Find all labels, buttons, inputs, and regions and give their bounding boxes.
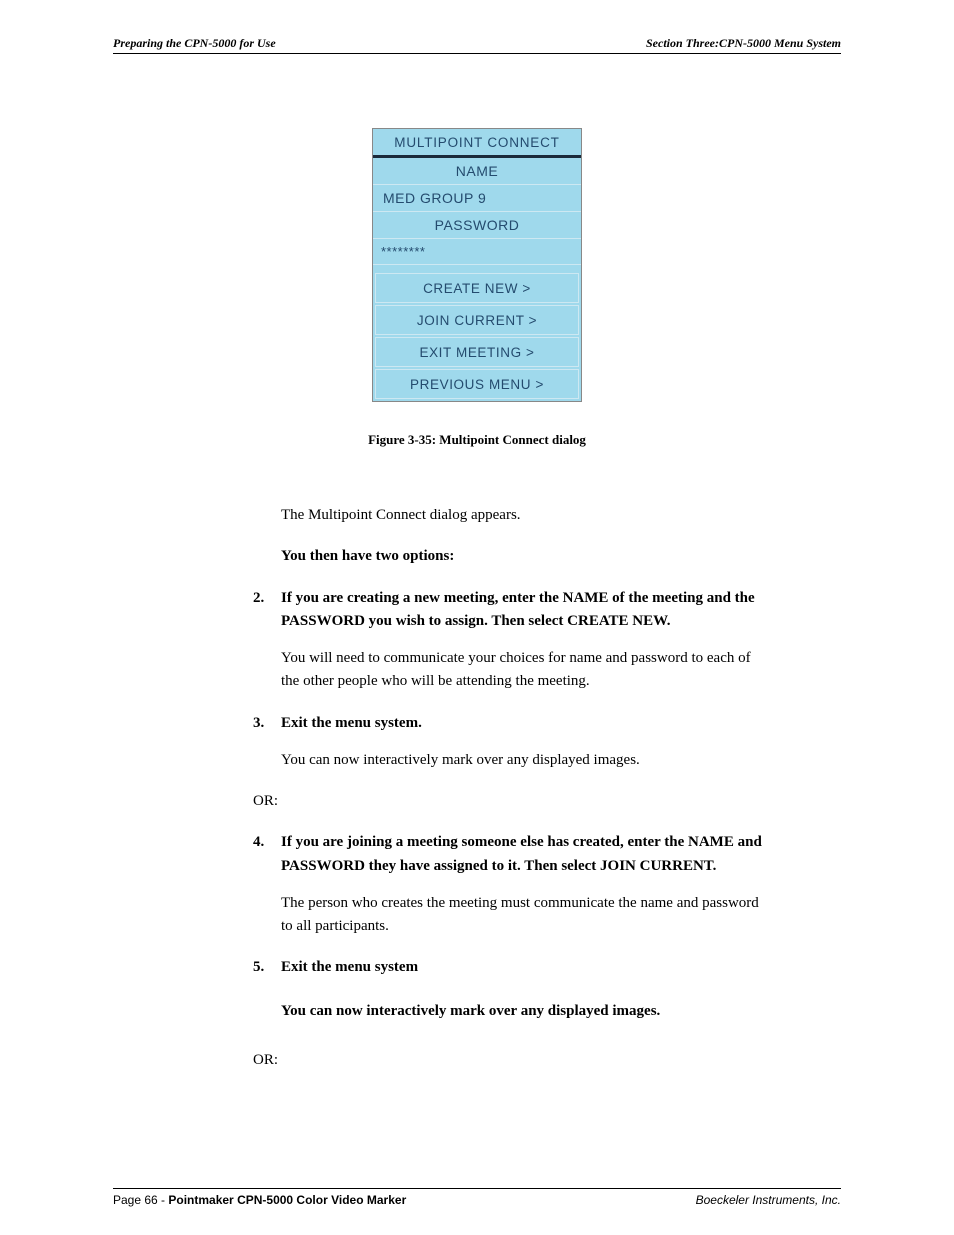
list-item-3: 3. Exit the menu system. [253, 712, 771, 735]
item-2-follow: You will need to communicate your choice… [281, 647, 771, 694]
create-new-button[interactable]: CREATE NEW > [375, 273, 579, 303]
footer-company: Boeckeler Instruments, Inc. [696, 1193, 841, 1207]
password-value[interactable]: ******** [373, 239, 581, 265]
multipoint-connect-dialog: MULTIPOINT CONNECT NAME MED GROUP 9 PASS… [372, 128, 582, 402]
paragraph-final: You can now interactively mark over any … [281, 1000, 771, 1023]
paragraph-intro: The Multipoint Connect dialog appears. [281, 504, 771, 527]
footer-page-title: Pointmaker CPN-5000 Color Video Marker [168, 1193, 406, 1207]
or-separator-1: OR: [253, 790, 771, 813]
password-label: PASSWORD [373, 212, 581, 239]
footer-left: Page 66 - Pointmaker CPN-5000 Color Vide… [113, 1193, 406, 1207]
item-text: Exit the menu system. [281, 712, 422, 735]
item-number: 4. [253, 831, 281, 878]
header-left: Preparing the CPN-5000 for Use [113, 36, 276, 51]
dialog-spacer [373, 265, 581, 271]
item-number: 3. [253, 712, 281, 735]
item-4-follow: The person who creates the meeting must … [281, 892, 771, 939]
page-header: Preparing the CPN-5000 for Use Section T… [113, 36, 841, 54]
previous-menu-button[interactable]: PREVIOUS MENU > [375, 369, 579, 399]
name-value[interactable]: MED GROUP 9 [373, 185, 581, 212]
exit-meeting-button[interactable]: EXIT MEETING > [375, 337, 579, 367]
item-text: If you are joining a meeting someone els… [281, 831, 771, 878]
item-3-follow: You can now interactively mark over any … [281, 749, 771, 772]
list-item-2: 2. If you are creating a new meeting, en… [253, 587, 771, 634]
figure-caption: Figure 3-35: Multipoint Connect dialog [113, 432, 841, 448]
paragraph-options: You then have two options: [281, 545, 771, 568]
footer-page-prefix: Page 66 - [113, 1193, 168, 1207]
item-number: 2. [253, 587, 281, 634]
list-item-4: 4. If you are joining a meeting someone … [253, 831, 771, 878]
item-text: If you are creating a new meeting, enter… [281, 587, 771, 634]
header-right: Section Three:CPN-5000 Menu System [646, 36, 841, 51]
body-text: The Multipoint Connect dialog appears. Y… [281, 504, 771, 1072]
join-current-button[interactable]: JOIN CURRENT > [375, 305, 579, 335]
or-separator-2: OR: [253, 1049, 771, 1072]
list-item-5: 5. Exit the menu system [253, 956, 771, 979]
item-number: 5. [253, 956, 281, 979]
name-label: NAME [373, 158, 581, 185]
item-text: Exit the menu system [281, 956, 418, 979]
dialog-title: MULTIPOINT CONNECT [373, 129, 581, 158]
dialog-container: MULTIPOINT CONNECT NAME MED GROUP 9 PASS… [113, 128, 841, 402]
page-footer: Page 66 - Pointmaker CPN-5000 Color Vide… [113, 1188, 841, 1207]
page-container: Preparing the CPN-5000 for Use Section T… [0, 0, 954, 1235]
